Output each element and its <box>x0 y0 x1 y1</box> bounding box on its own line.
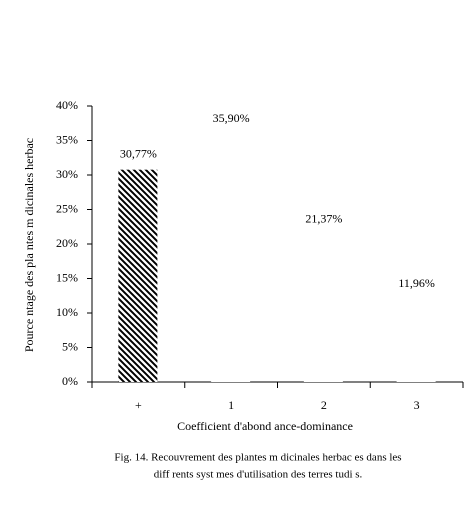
x-tick-label: + <box>135 398 142 412</box>
y-tick-label: 40% <box>56 98 78 112</box>
y-tick-label: 20% <box>56 236 78 250</box>
y-tick-label: 0% <box>62 374 78 388</box>
caption: diff rents syst mes d'utilisation des te… <box>154 469 363 481</box>
data-label: 21,37% <box>305 211 342 225</box>
data-label: 30,77% <box>120 146 157 160</box>
y-tick-label: 15% <box>56 270 78 284</box>
x-tick-label: 3 <box>414 398 420 412</box>
x-axis-title: Coefficient d'abond ance-dominance <box>177 419 353 433</box>
y-tick-label: 10% <box>56 305 78 319</box>
bar <box>303 234 343 382</box>
y-axis-title: Pource ntage des pla ntes m dicinales he… <box>22 138 36 352</box>
y-tick-label: 30% <box>56 167 78 181</box>
bar <box>396 299 436 382</box>
data-label: 11,96% <box>398 276 435 290</box>
x-tick-label: 2 <box>321 398 327 412</box>
x-tick-label: 1 <box>228 398 234 412</box>
bar <box>211 134 251 382</box>
y-tick-label: 5% <box>62 339 78 353</box>
data-label: 35,90% <box>213 111 250 125</box>
y-tick-label: 35% <box>56 132 78 146</box>
caption: Fig. 14. Recouvrement des plantes m dici… <box>114 452 401 464</box>
y-tick-label: 25% <box>56 201 78 215</box>
bar <box>118 169 158 382</box>
